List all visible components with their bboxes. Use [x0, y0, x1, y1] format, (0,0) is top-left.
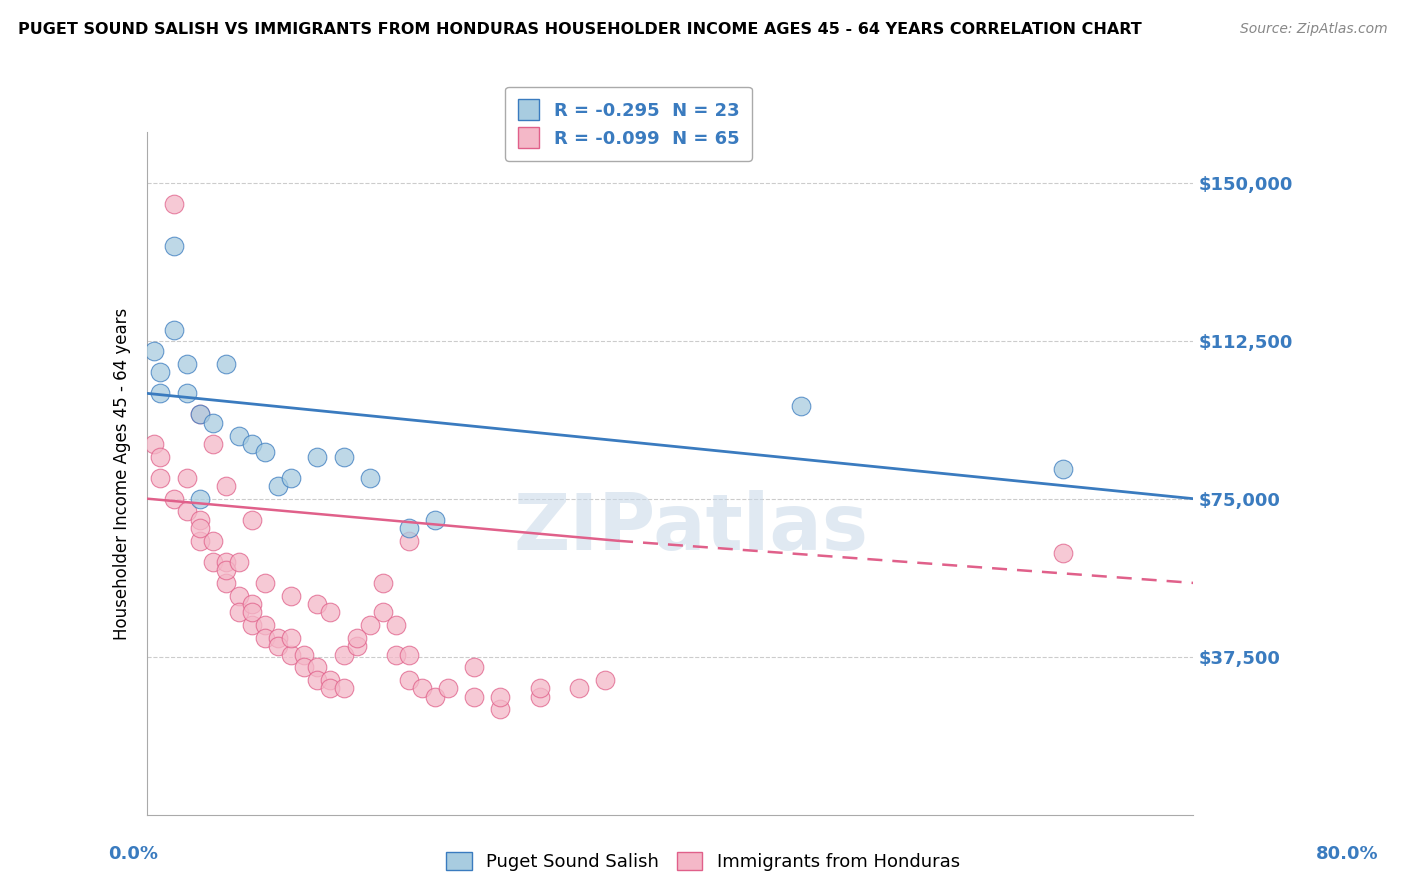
Point	[398, 533, 420, 548]
Text: 80.0%: 80.0%	[1316, 845, 1378, 863]
Text: ZIPatlas: ZIPatlas	[513, 490, 869, 566]
Point	[162, 239, 184, 253]
Point	[463, 690, 485, 704]
Point	[1052, 546, 1074, 560]
Point	[188, 408, 211, 422]
Point	[423, 513, 446, 527]
Point	[142, 437, 165, 451]
Point	[149, 365, 172, 379]
Point	[371, 606, 394, 620]
Point	[292, 648, 315, 662]
Point	[254, 575, 277, 590]
Y-axis label: Householder Income Ages 45 - 64 years: Householder Income Ages 45 - 64 years	[114, 308, 131, 640]
Point	[176, 470, 198, 484]
Point	[215, 479, 238, 493]
Point	[228, 606, 250, 620]
Point	[489, 702, 512, 716]
Point	[463, 660, 485, 674]
Point	[411, 681, 433, 696]
Point	[240, 513, 263, 527]
Point	[332, 648, 354, 662]
Point	[790, 399, 813, 413]
Point	[228, 428, 250, 442]
Legend: R = -0.295  N = 23, R = -0.099  N = 65: R = -0.295 N = 23, R = -0.099 N = 65	[505, 87, 752, 161]
Point	[188, 513, 211, 527]
Point	[201, 416, 224, 430]
Point	[188, 521, 211, 535]
Point	[280, 648, 302, 662]
Point	[201, 533, 224, 548]
Legend: Puget Sound Salish, Immigrants from Honduras: Puget Sound Salish, Immigrants from Hond…	[439, 845, 967, 879]
Point	[529, 681, 551, 696]
Point	[1052, 462, 1074, 476]
Point	[280, 631, 302, 645]
Point	[280, 470, 302, 484]
Text: 0.0%: 0.0%	[108, 845, 159, 863]
Point	[188, 408, 211, 422]
Point	[215, 555, 238, 569]
Point	[359, 470, 381, 484]
Point	[176, 386, 198, 401]
Point	[319, 681, 342, 696]
Point	[332, 681, 354, 696]
Point	[149, 470, 172, 484]
Point	[292, 660, 315, 674]
Point	[162, 197, 184, 211]
Point	[240, 606, 263, 620]
Text: PUGET SOUND SALISH VS IMMIGRANTS FROM HONDURAS HOUSEHOLDER INCOME AGES 45 - 64 Y: PUGET SOUND SALISH VS IMMIGRANTS FROM HO…	[18, 22, 1142, 37]
Point	[267, 479, 290, 493]
Point	[359, 618, 381, 632]
Point	[162, 323, 184, 337]
Point	[188, 491, 211, 506]
Point	[240, 597, 263, 611]
Point	[188, 533, 211, 548]
Point	[398, 521, 420, 535]
Point	[385, 648, 408, 662]
Point	[254, 445, 277, 459]
Point	[489, 690, 512, 704]
Point	[254, 631, 277, 645]
Point	[568, 681, 591, 696]
Point	[162, 491, 184, 506]
Point	[319, 673, 342, 687]
Point	[267, 639, 290, 653]
Point	[142, 344, 165, 359]
Point	[215, 563, 238, 577]
Point	[593, 673, 616, 687]
Point	[267, 631, 290, 645]
Point	[332, 450, 354, 464]
Point	[280, 589, 302, 603]
Point	[371, 575, 394, 590]
Point	[215, 357, 238, 371]
Point	[319, 606, 342, 620]
Point	[385, 618, 408, 632]
Point	[228, 589, 250, 603]
Point	[228, 555, 250, 569]
Point	[398, 648, 420, 662]
Text: Source: ZipAtlas.com: Source: ZipAtlas.com	[1240, 22, 1388, 37]
Point	[529, 690, 551, 704]
Point	[215, 575, 238, 590]
Point	[346, 631, 368, 645]
Point	[201, 555, 224, 569]
Point	[307, 673, 329, 687]
Point	[346, 639, 368, 653]
Point	[240, 618, 263, 632]
Point	[423, 690, 446, 704]
Point	[149, 450, 172, 464]
Point	[307, 597, 329, 611]
Point	[307, 450, 329, 464]
Point	[307, 660, 329, 674]
Point	[240, 437, 263, 451]
Point	[201, 437, 224, 451]
Point	[176, 357, 198, 371]
Point	[437, 681, 460, 696]
Point	[149, 386, 172, 401]
Point	[176, 504, 198, 518]
Point	[398, 673, 420, 687]
Point	[254, 618, 277, 632]
